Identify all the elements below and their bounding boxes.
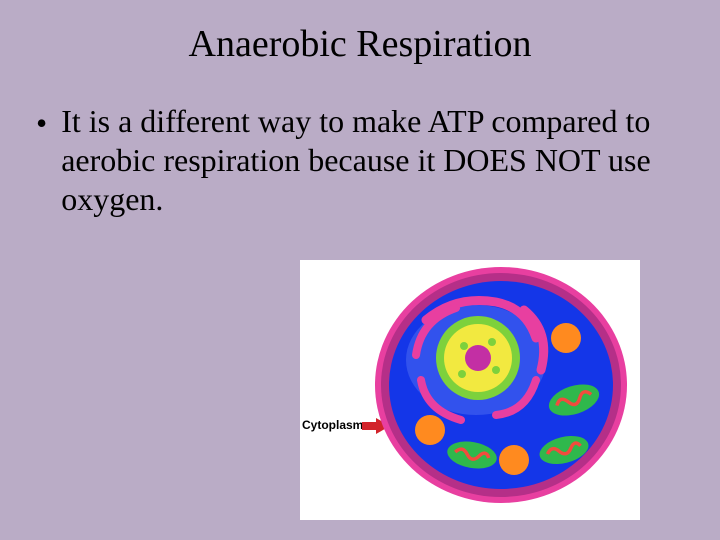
cell-diagram: Cytoplasm: [300, 260, 640, 520]
slide-title: Anaerobic Respiration: [0, 0, 720, 74]
bullet-item: • It is a different way to make ATP comp…: [36, 102, 684, 219]
cell-illustration: [366, 260, 636, 510]
cytoplasm-label: Cytoplasm: [302, 418, 363, 432]
bullet-marker: •: [36, 104, 47, 142]
bullet-text: It is a different way to make ATP compar…: [61, 102, 684, 219]
slide-body: • It is a different way to make ATP comp…: [0, 74, 720, 219]
